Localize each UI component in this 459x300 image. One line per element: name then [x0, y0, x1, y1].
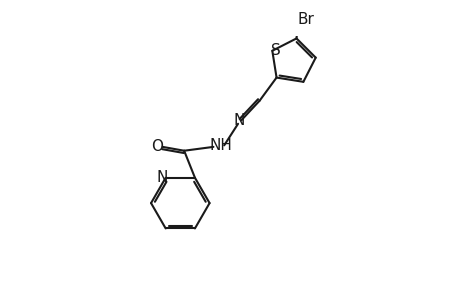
Text: O: O [151, 140, 163, 154]
Text: N: N [156, 170, 167, 185]
Text: N: N [234, 113, 245, 128]
Text: S: S [271, 43, 280, 58]
Text: NH: NH [209, 138, 232, 153]
Text: Br: Br [297, 12, 313, 27]
